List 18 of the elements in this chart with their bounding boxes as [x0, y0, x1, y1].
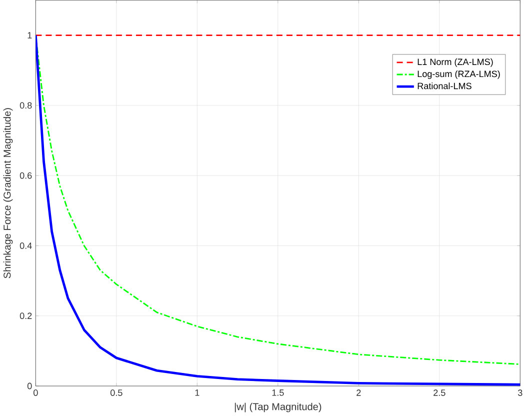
- y-tick-label: 0.2: [20, 312, 32, 320]
- y-tick-label: 0: [27, 383, 32, 390]
- x-tick-label: 0: [34, 390, 38, 396]
- x-tick-label: 2: [356, 390, 361, 396]
- y-tick-label: 0.4: [20, 242, 32, 250]
- legend-label: Rational-LMS: [418, 82, 472, 90]
- x-axis-title: |w| (Tap Magnitude): [234, 403, 322, 412]
- x-tick-label: 2.5: [434, 390, 446, 396]
- y-tick-label: 0.6: [20, 172, 32, 179]
- x-tick-label: 3: [518, 390, 522, 396]
- y-tick-label: 0.8: [20, 102, 32, 109]
- x-tick-label: 1.5: [272, 390, 284, 396]
- legend-label: Log-sum (RZA-LMS): [418, 70, 500, 80]
- x-tick-label: 1: [195, 390, 200, 396]
- y-tick-label: 1: [28, 32, 32, 39]
- x-tick-label: 0.5: [110, 390, 122, 396]
- legend-label: L1 Norm (ZA-LMS): [418, 58, 493, 68]
- y-axis-title: Shrinkage Force (Gradient Magnitude): [3, 108, 13, 278]
